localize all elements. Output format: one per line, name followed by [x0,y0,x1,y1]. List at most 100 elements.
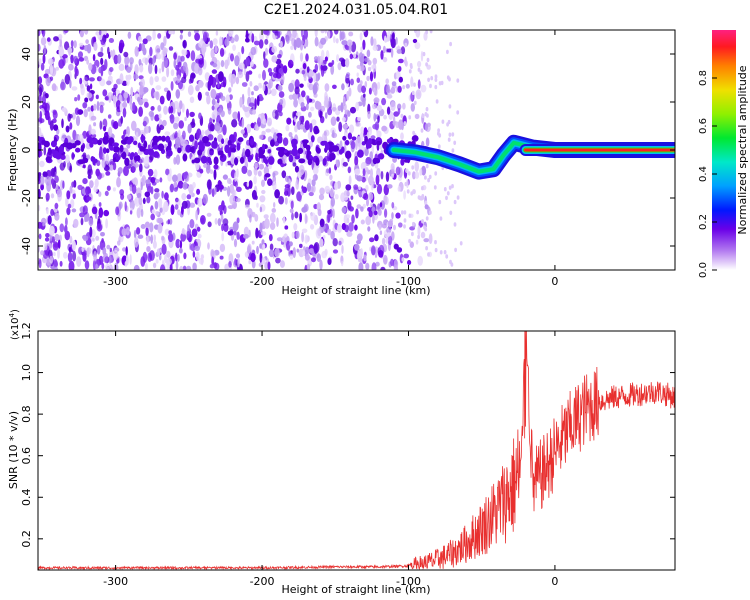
noise-speck [163,105,168,115]
noise-speck [451,184,454,189]
noise-speck [401,257,405,262]
noise-speck [133,73,139,80]
noise-speck [411,231,414,237]
noise-speck [129,57,134,65]
noise-band-speck [177,147,182,154]
noise-speck [312,83,318,95]
noise-speck [89,226,93,238]
noise-speck [101,262,105,270]
noise-speck [219,47,225,57]
noise-speck [149,46,153,57]
noise-speck [341,260,344,267]
noise-speck [40,62,45,71]
noise-speck [409,241,414,248]
noise-speck [267,178,273,186]
noise-speck [150,106,155,111]
noise-speck [106,185,111,191]
noise-speck [161,61,165,73]
noise-speck [191,228,198,237]
noise-speck [98,191,102,197]
noise-band-speck [140,135,146,142]
noise-speck [103,165,110,172]
noise-speck [118,63,125,71]
noise-speck [153,234,156,242]
noise-speck [306,95,310,105]
y-tick-label: 40 [20,47,33,61]
noise-speck [360,65,364,72]
noise-speck [86,247,90,258]
noise-speck [123,51,129,58]
noise-speck [391,212,394,220]
noise-speck [291,186,295,195]
noise-speck [38,258,42,269]
noise-speck [365,157,372,165]
y-tick-label: 0.8 [20,405,33,423]
noise-speck [51,83,57,92]
snr-plot-area [38,331,675,570]
noise-speck [368,192,374,201]
noise-speck [68,63,74,71]
noise-speck [348,175,352,186]
noise-speck [58,34,63,40]
noise-speck [177,209,181,216]
noise-band-speck [400,158,405,166]
noise-speck [198,80,204,88]
noise-speck [38,30,41,37]
x-tick-label: -200 [250,575,275,588]
noise-speck [410,191,414,196]
noise-speck [89,180,94,189]
noise-speck [326,168,330,174]
noise-speck [459,241,463,246]
noise-speck [282,137,289,146]
noise-speck [350,78,354,86]
noise-speck [247,245,251,254]
noise-speck [387,220,393,228]
noise-speck [209,123,215,132]
noise-speck [288,94,294,100]
y-tick-label: 0.6 [20,447,33,465]
noise-speck [54,212,60,221]
noise-speck [422,51,426,57]
noise-speck [233,230,237,236]
noise-band-speck [321,140,328,145]
noise-speck [91,206,98,215]
noise-speck [228,87,232,93]
noise-speck [362,168,366,177]
noise-speck [169,168,172,177]
noise-speck [73,40,77,49]
noise-speck [267,67,272,73]
noise-band-speck [45,156,52,163]
noise-speck [348,42,352,54]
noise-band-speck [258,154,266,159]
noise-speck [398,76,403,83]
noise-speck [124,55,130,66]
noise-speck [78,42,84,47]
noise-speck [238,62,245,70]
noise-speck [175,252,178,262]
noise-speck [148,63,153,75]
noise-speck [421,186,424,191]
noise-speck [370,36,374,47]
heatmap-y-axis-label: Frequency (Hz) [6,109,19,192]
noise-speck [356,240,361,245]
noise-speck [184,116,187,122]
noise-speck [414,42,421,50]
noise-speck [407,260,412,265]
noise-speck [345,77,350,84]
noise-speck [311,119,317,126]
noise-speck [38,150,43,157]
noise-speck [421,219,424,224]
noise-speck [308,70,315,77]
noise-band-speck [211,140,218,149]
noise-band-speck [161,135,166,142]
noise-speck [247,86,251,97]
noise-speck [365,262,370,270]
noise-speck [283,65,288,74]
x-tick-label: -100 [396,575,421,588]
noise-band-speck [220,150,224,159]
noise-speck [159,95,165,105]
noise-speck [190,243,196,252]
noise-speck [157,223,163,234]
noise-speck [173,59,177,68]
noise-speck [118,201,123,209]
